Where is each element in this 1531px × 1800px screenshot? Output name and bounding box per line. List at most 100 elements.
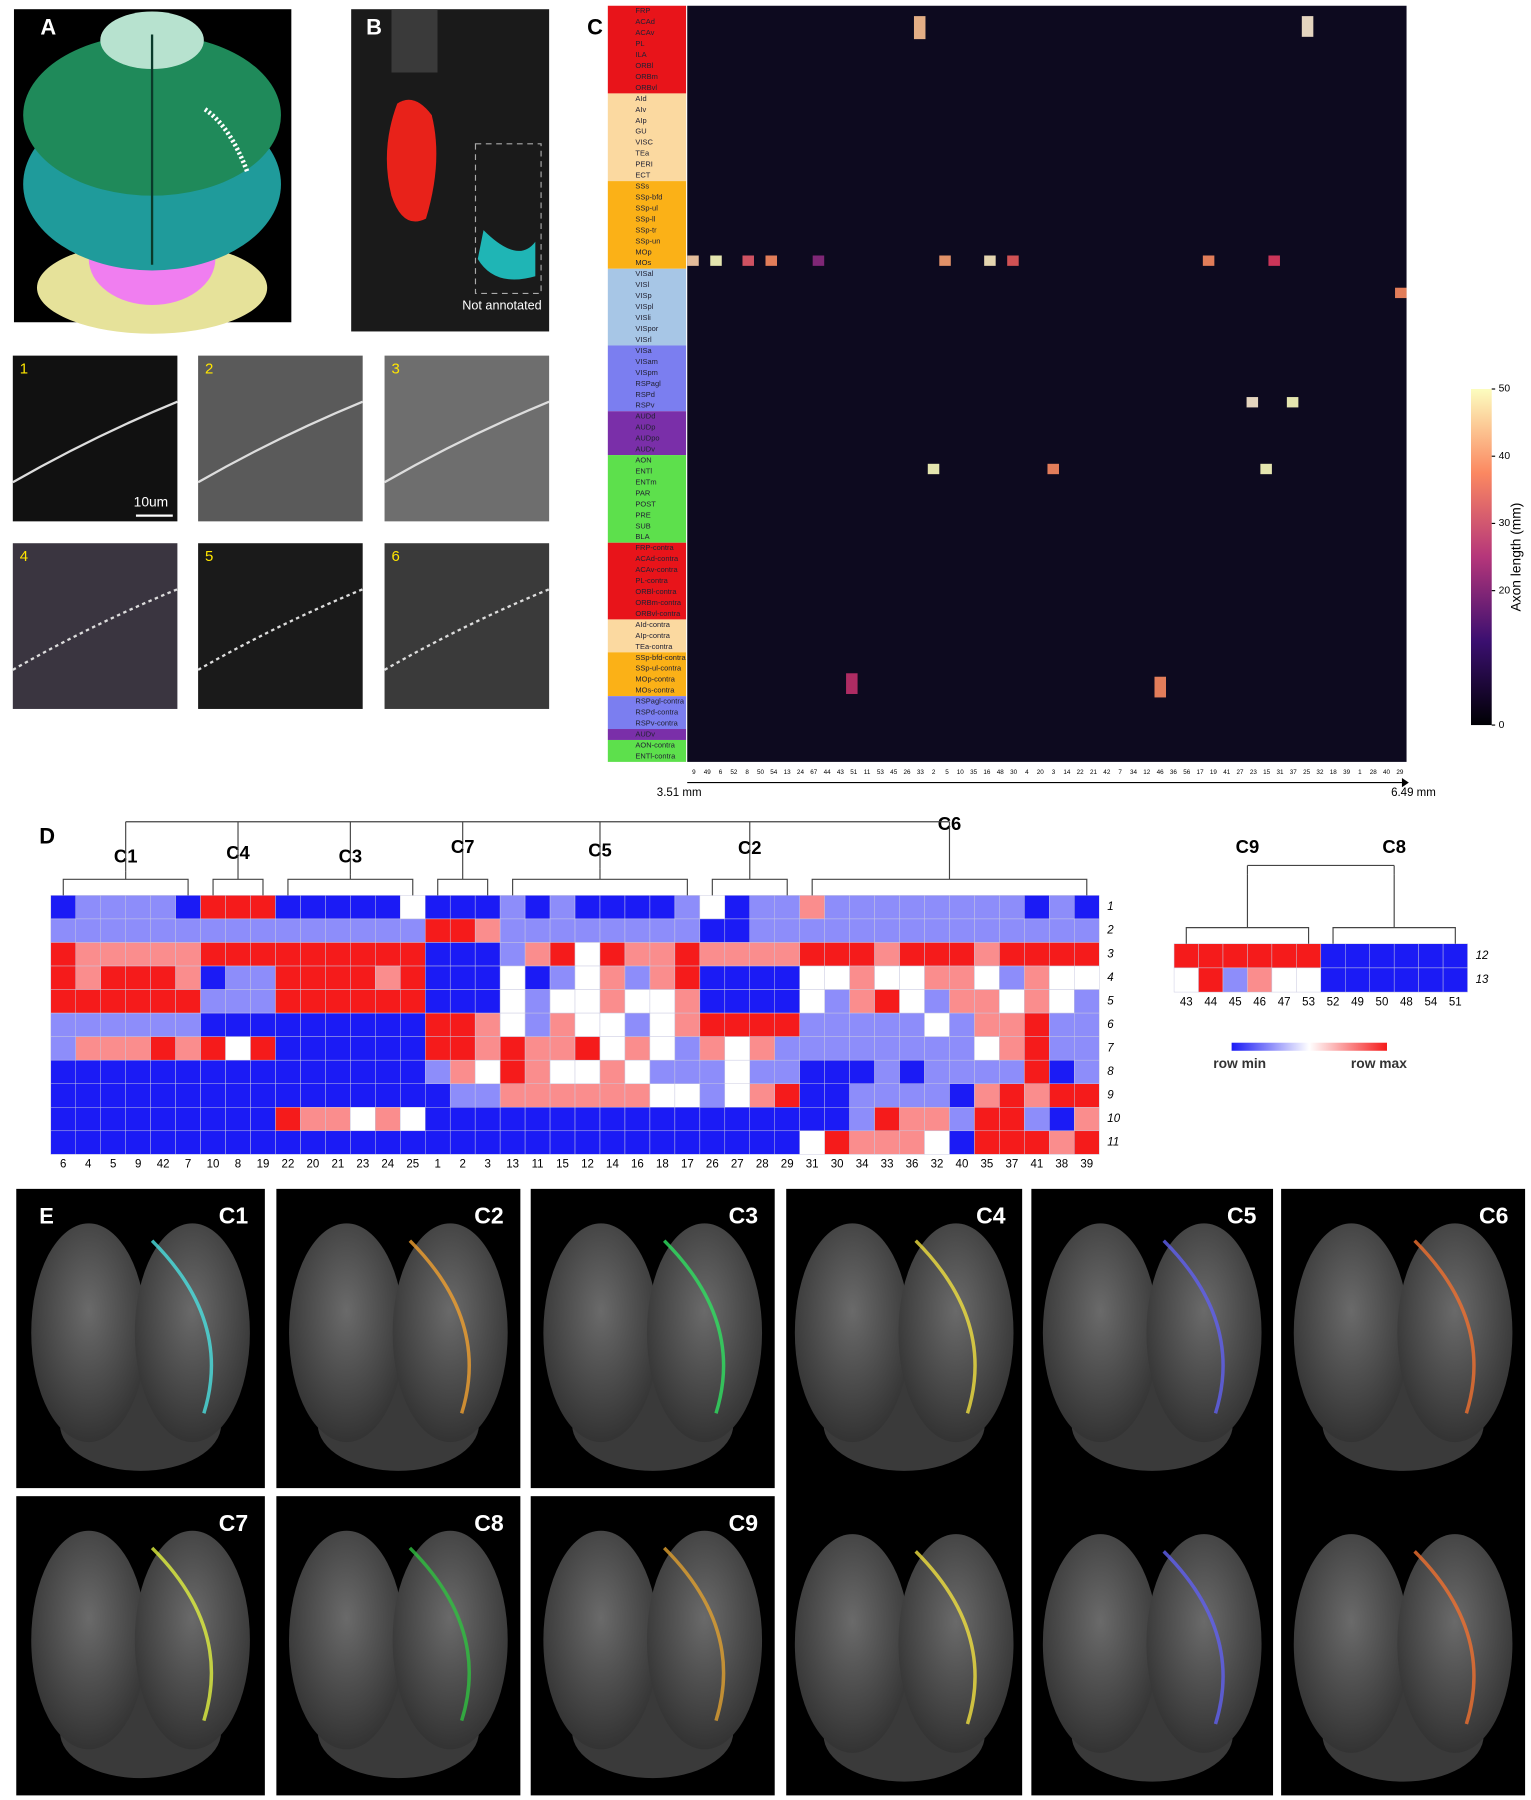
heatmap-cell	[924, 942, 950, 967]
heatmap-cell	[749, 1036, 775, 1061]
column-label: 19	[257, 1159, 270, 1171]
heatmap-cell	[250, 1059, 276, 1084]
hemisphere	[1146, 1223, 1262, 1443]
heatmap-cell	[649, 895, 676, 920]
heatmap-cell	[999, 1036, 1025, 1061]
row-label: ENTm	[635, 477, 656, 486]
heatmap-cell	[849, 1012, 875, 1037]
heatmap-cell	[699, 895, 726, 920]
heatmap-cell	[749, 1059, 775, 1084]
micrograph-label: 2	[205, 360, 213, 377]
row-label: AId	[635, 94, 646, 103]
heatmap-cell	[924, 1130, 950, 1155]
row-label: AIp-contra	[635, 631, 670, 640]
heatmap-cell	[799, 918, 825, 943]
column-label: 15	[556, 1159, 569, 1171]
heatmap-cell	[624, 942, 651, 967]
heatmap-cell	[1442, 967, 1468, 993]
x-tick-label: 23	[1250, 769, 1258, 776]
heatmap-cell	[1049, 918, 1075, 943]
heatmap-cell	[300, 942, 326, 967]
row-label: TEa	[635, 149, 650, 158]
heatmap-cell	[400, 1130, 426, 1155]
row-label: ORBm-contra	[635, 598, 681, 607]
heatmap-cell	[599, 918, 626, 943]
heatmap-cell	[899, 989, 925, 1014]
heatmap-cell	[724, 965, 751, 990]
heatmap-cell	[375, 942, 401, 967]
row-label: ENTl-contra	[635, 751, 676, 760]
column-label: 25	[406, 1159, 419, 1171]
x-tick-label: 22	[1077, 769, 1085, 776]
row-label: PAR	[635, 488, 650, 497]
heatmap-cell	[949, 1083, 975, 1108]
hemisphere	[1397, 1223, 1513, 1443]
heatmap-cell	[524, 1059, 551, 1084]
column-label: 12	[581, 1159, 594, 1171]
heatmap-cell	[999, 1059, 1025, 1084]
x-tick-label: 48	[997, 769, 1005, 776]
colorbar-tick-label: 40	[1499, 451, 1511, 462]
heatmap-cell	[1024, 1036, 1050, 1061]
axon-traces	[150, 1239, 214, 1414]
heatmap-cell	[624, 895, 651, 920]
heatmap-cell	[874, 1083, 900, 1108]
heatmap-cell	[674, 895, 701, 920]
heatmap-cell	[574, 895, 601, 920]
heatmap-cell	[200, 965, 226, 990]
heatmap-cell	[1320, 943, 1346, 969]
heatmap-cell	[699, 1107, 726, 1132]
heatmap-cell	[874, 989, 900, 1014]
heatmap-cell	[549, 989, 576, 1014]
heatmap-cell	[799, 942, 825, 967]
row-group	[607, 729, 687, 740]
heatmap-cell	[225, 1012, 251, 1037]
x-tick-label: 2	[932, 769, 936, 776]
heatmap-cell	[375, 1130, 401, 1155]
heatmap-cell	[974, 942, 1000, 967]
axon-traces	[914, 1550, 977, 1725]
heatmap-cell	[275, 1107, 301, 1132]
heatmap-cell	[400, 1059, 426, 1084]
row-label: AON-contra	[635, 740, 675, 749]
column-label: 11	[532, 1159, 544, 1171]
heatmap-cell	[949, 918, 975, 943]
x-tick-label: 54	[770, 769, 778, 776]
heatmap-cell	[449, 895, 476, 920]
micrographs: 1 2 3 4 5 6 10um	[12, 355, 550, 709]
render-label: C1	[219, 1203, 249, 1229]
axon-traces	[1162, 1239, 1225, 1414]
hemisphere	[543, 1530, 659, 1750]
heatmap-cell	[225, 895, 251, 920]
render-label: C5	[1227, 1203, 1257, 1229]
row-label: 13	[1476, 974, 1489, 986]
column-label: 36	[906, 1159, 919, 1171]
row-label: SSp-ul-contra	[635, 664, 682, 673]
x-tick-label: 12	[1143, 769, 1151, 776]
column-label: 51	[1449, 996, 1462, 1008]
heatmap-cell	[874, 1059, 900, 1084]
heatmap-cell	[1173, 967, 1199, 993]
heatmap-cell	[1049, 1130, 1075, 1155]
heatmap-cell	[949, 1059, 975, 1084]
x-tick-label: 27	[1237, 769, 1245, 776]
heatmap-cell	[75, 1083, 101, 1108]
heatmap-cell	[1345, 967, 1370, 993]
axon	[383, 400, 550, 484]
heatmap-cell	[499, 1059, 526, 1084]
hemisphere	[134, 1223, 250, 1443]
heatmap-cell	[524, 1083, 551, 1108]
heatmap-cell	[649, 965, 676, 990]
heatmap-cell	[1074, 1059, 1100, 1084]
heatmap-cell	[50, 965, 76, 990]
heatmap-cell	[624, 989, 651, 1014]
heatmap-cell	[100, 1036, 126, 1061]
heatmap-cell	[474, 1130, 501, 1155]
column-label: 2	[459, 1159, 465, 1171]
heatmap-cell	[974, 1107, 1000, 1132]
heatmap-cell	[599, 895, 626, 920]
hemisphere	[289, 1223, 405, 1443]
hemisphere	[646, 1530, 763, 1750]
column-label: 4	[85, 1159, 92, 1171]
heatmap-cell	[325, 965, 351, 990]
